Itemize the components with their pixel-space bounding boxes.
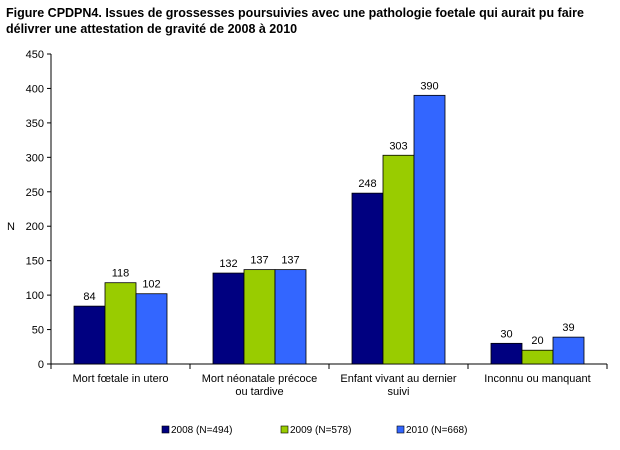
bar[interactable] <box>212 272 245 365</box>
bars <box>73 94 585 365</box>
y-tick-label: 300 <box>26 152 44 164</box>
x-tick-label: ou tardive <box>235 386 283 398</box>
data-label: 137 <box>250 255 268 267</box>
data-labels: 84 132 248 30 118 137 303 20 102 137 390 39 <box>83 80 574 347</box>
data-label: 137 <box>281 255 299 267</box>
bar[interactable] <box>73 305 106 365</box>
bar[interactable] <box>413 94 446 365</box>
legend-swatch <box>161 425 170 434</box>
data-label: 390 <box>420 80 438 92</box>
x-tick-label: Mort néonatale précoce <box>202 373 318 385</box>
bar[interactable] <box>490 342 523 365</box>
legend-entry: 2010 (N=668) <box>406 425 467 436</box>
y-tick-label: 350 <box>26 118 44 130</box>
chart-title: Figure CPDPN4. Issues de grossesses pour… <box>6 6 584 36</box>
y-axis-label: N <box>7 221 15 233</box>
x-tick-label: Mort fœtale in utero <box>73 373 169 385</box>
bar[interactable] <box>521 349 554 365</box>
data-label: 248 <box>358 178 376 190</box>
data-label: 102 <box>142 279 160 291</box>
legend-entry: 2008 (N=494) <box>171 425 232 436</box>
bar[interactable] <box>552 336 585 365</box>
bar[interactable] <box>243 269 276 365</box>
data-label: 39 <box>562 322 574 334</box>
x-tick-label: Inconnu ou manquant <box>484 373 590 385</box>
y-tick-label: 100 <box>26 290 44 302</box>
y-tick-label: 0 <box>38 359 44 371</box>
data-label: 132 <box>219 258 237 270</box>
bar[interactable] <box>135 293 168 365</box>
y-tick-label: 450 <box>26 49 44 61</box>
bar[interactable] <box>382 154 415 365</box>
bar[interactable] <box>274 269 307 365</box>
y-tick-label: 150 <box>26 256 44 268</box>
legend-entry: 2009 (N=578) <box>290 425 351 436</box>
y-tick-label: 400 <box>26 83 44 95</box>
y-tick-label: 50 <box>32 325 44 337</box>
bar[interactable] <box>351 192 384 365</box>
x-tick-label: suivi <box>387 386 409 398</box>
data-label: 303 <box>389 140 407 152</box>
y-tick-label: 250 <box>26 187 44 199</box>
legend-swatch <box>396 425 405 434</box>
data-label: 20 <box>531 335 543 347</box>
x-tick-label: Enfant vivant au dernier <box>340 373 457 385</box>
data-label: 30 <box>500 328 512 340</box>
y-tick-label: 200 <box>26 221 44 233</box>
legend-swatch <box>280 425 289 434</box>
bar[interactable] <box>104 282 137 365</box>
legend: 2008 (N=494) 2009 (N=578) 2010 (N=668) <box>161 425 467 436</box>
data-label: 118 <box>112 268 130 280</box>
data-label: 84 <box>83 291 95 303</box>
